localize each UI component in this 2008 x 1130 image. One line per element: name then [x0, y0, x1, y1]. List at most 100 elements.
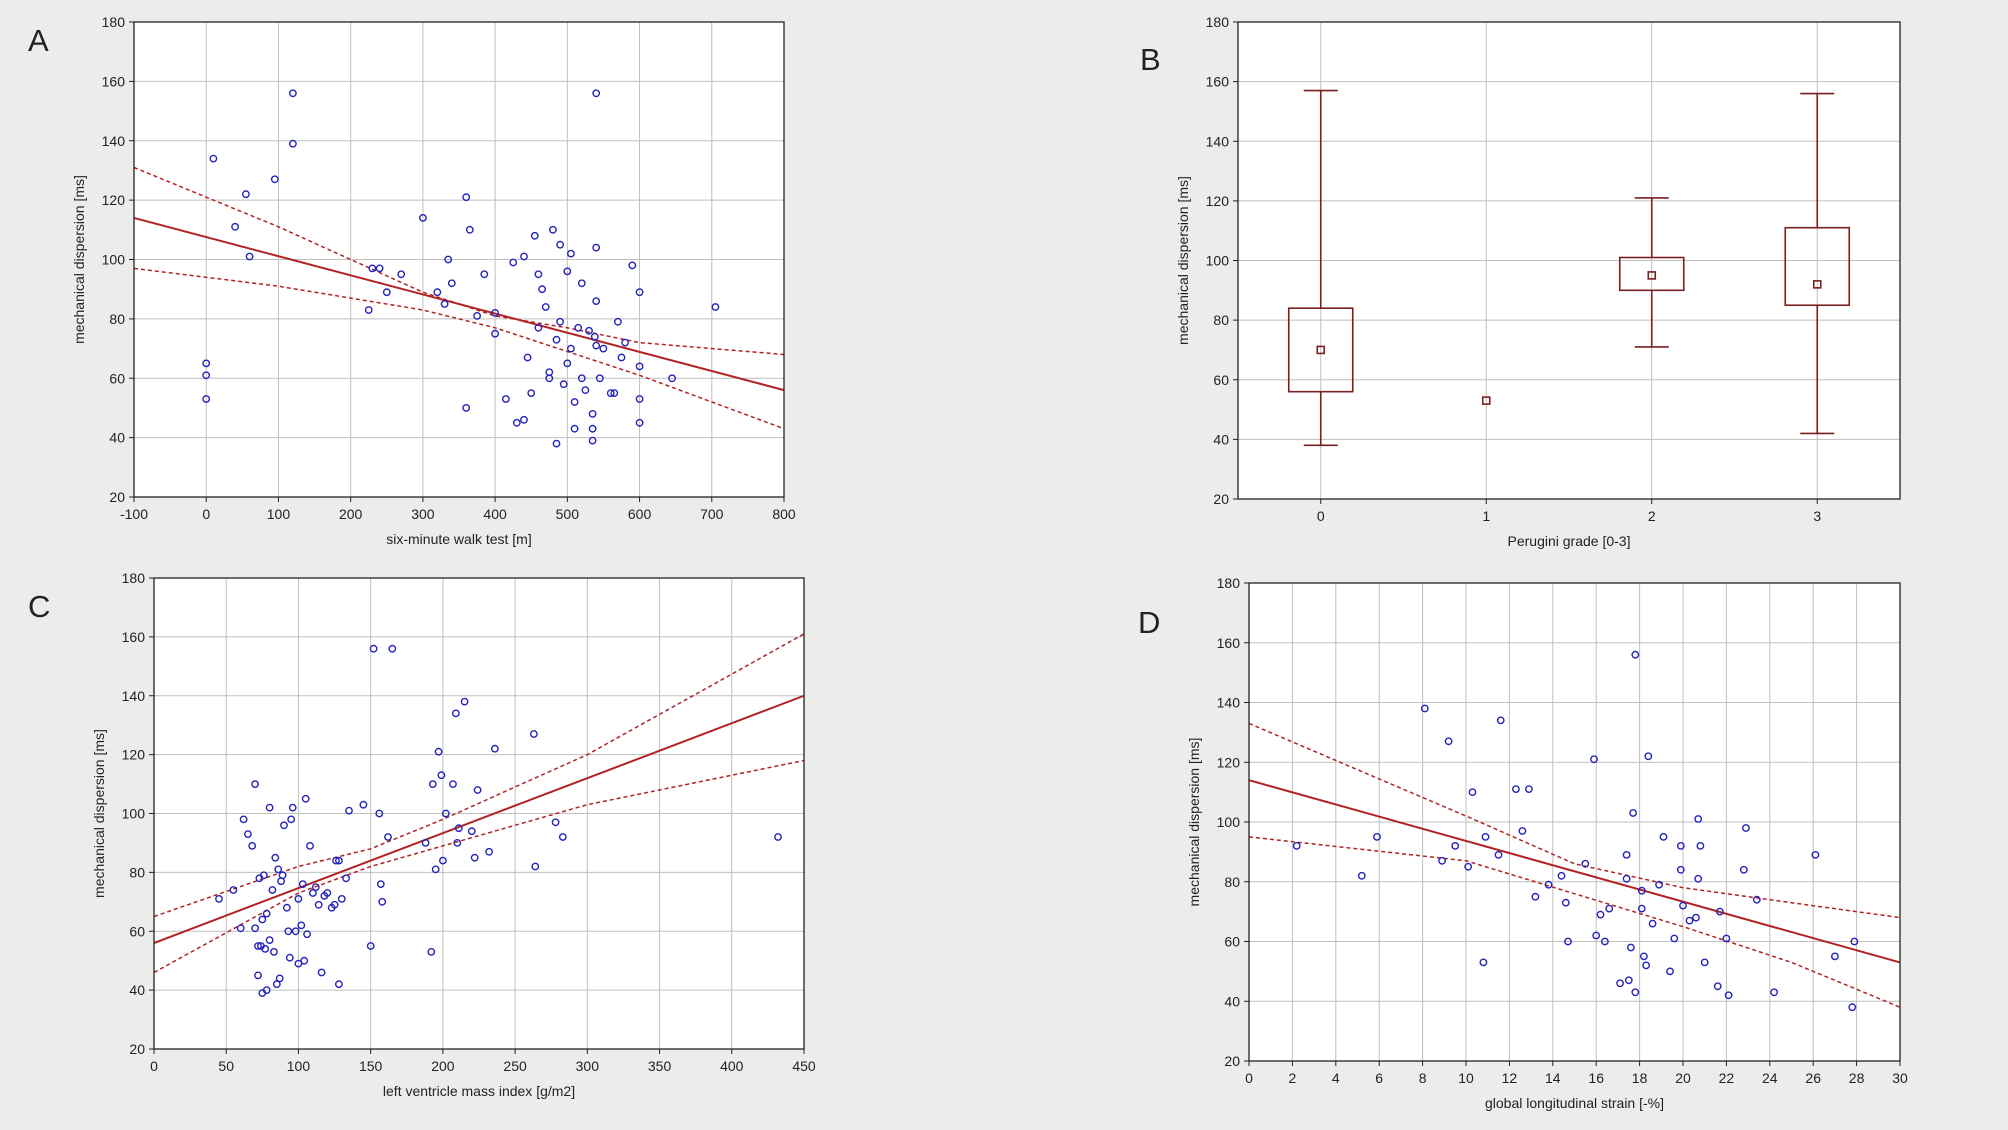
- data-point: [265, 803, 274, 812]
- panel-letter-d: D: [1138, 605, 1160, 640]
- y-tick-label: 20: [109, 489, 125, 505]
- data-point: [1692, 913, 1700, 922]
- data-point: [563, 267, 572, 276]
- data-point: [297, 921, 306, 930]
- data-point: [527, 389, 536, 397]
- data-point: [563, 359, 572, 368]
- y-tick-label: 20: [1213, 491, 1229, 507]
- data-point: [444, 255, 453, 264]
- x-tick-label: 30: [1892, 1070, 1908, 1086]
- data-point: [1518, 827, 1527, 835]
- data-point: [271, 853, 280, 862]
- x-tick-label: 0: [1317, 508, 1325, 524]
- data-point: [617, 353, 626, 362]
- data-point: [323, 889, 332, 897]
- data-point: [251, 780, 260, 788]
- y-tick-label: 100: [1206, 253, 1230, 269]
- y-tick-label: 100: [122, 806, 146, 822]
- data-point: [1292, 842, 1301, 850]
- x-tick-label: 800: [772, 506, 796, 522]
- chart-panel-b: 0 1 2 3 20 40 60 80 100 120 140 160 180 Perugini grad…: [1175, 14, 1901, 549]
- data-point: [1848, 1003, 1857, 1012]
- data-point: [375, 809, 384, 818]
- data-point: [270, 175, 279, 184]
- data-point: [711, 303, 720, 311]
- data-point: [274, 865, 283, 874]
- data-point: [229, 886, 238, 894]
- data-point: [590, 332, 599, 341]
- data-point: [599, 344, 608, 353]
- data-point: [447, 279, 456, 288]
- data-point: [549, 225, 557, 234]
- x-tick-label: 2: [1289, 1070, 1297, 1086]
- data-point: [520, 252, 528, 261]
- data-point: [1676, 842, 1685, 850]
- data-point: [1770, 988, 1779, 997]
- data-point: [1557, 871, 1566, 880]
- y-tick-label: 80: [1224, 874, 1240, 890]
- data-point: [306, 842, 314, 850]
- data-point: [1444, 737, 1453, 746]
- data-point: [1512, 785, 1520, 793]
- data-point: [534, 270, 543, 279]
- box-iqr: [1784, 226, 1851, 307]
- data-point: [397, 270, 406, 279]
- x-tick-label: 50: [218, 1058, 234, 1074]
- data-point: [1561, 898, 1570, 907]
- data-point: [241, 190, 250, 199]
- y-tick-label: 140: [1217, 695, 1241, 711]
- x-tick-label: 0: [150, 1058, 158, 1074]
- data-point: [388, 644, 397, 653]
- box-group-0: [1287, 89, 1354, 447]
- x-tick-label: 300: [411, 506, 435, 522]
- data-point: [285, 953, 294, 962]
- y-tick-label: 180: [1206, 14, 1230, 30]
- data-point: [1811, 851, 1820, 859]
- data-point: [558, 833, 567, 841]
- y-tick-label: 120: [102, 192, 126, 208]
- x-tick-label: 16: [1588, 1070, 1604, 1086]
- data-point: [334, 856, 343, 865]
- data-point: [1605, 904, 1614, 913]
- data-point: [462, 403, 471, 412]
- y-tick-label: 160: [122, 629, 146, 645]
- data-point: [581, 386, 590, 394]
- y-tick-label: 40: [1224, 993, 1240, 1009]
- x-tick-label: 3: [1813, 508, 1821, 524]
- x-tick-label: 28: [1849, 1070, 1865, 1086]
- data-point: [559, 380, 568, 389]
- y-tick-label: 120: [122, 747, 146, 763]
- data-point: [1357, 871, 1366, 880]
- data-point: [577, 374, 586, 383]
- plot-frame: [133, 21, 785, 498]
- data-point: [251, 924, 260, 933]
- data-point: [311, 883, 320, 891]
- x-axis-label: left ventricle mass index [g/m2]: [383, 1083, 575, 1099]
- y-tick-label: 80: [129, 864, 145, 880]
- data-point: [265, 936, 274, 944]
- data-point: [530, 231, 539, 240]
- x-axis-label: Perugini grade [0-3]: [1508, 533, 1631, 549]
- data-point: [376, 880, 385, 888]
- data-point: [1622, 851, 1631, 859]
- data-point: [451, 709, 460, 718]
- data-point: [288, 139, 297, 148]
- data-point: [551, 818, 560, 827]
- data-point: [440, 300, 449, 308]
- confidence-band: [133, 166, 785, 430]
- data-point: [248, 842, 257, 850]
- data-point: [570, 424, 579, 433]
- data-point: [592, 243, 601, 252]
- data-point: [1700, 958, 1709, 967]
- data-point: [308, 889, 317, 897]
- data-point: [254, 971, 262, 980]
- data-point: [258, 915, 267, 924]
- x-tick-label: 200: [339, 506, 363, 522]
- x-tick-label: 20: [1675, 1070, 1691, 1086]
- y-tick-label: 60: [109, 370, 125, 386]
- data-point: [545, 368, 554, 377]
- x-tick-label: 8: [1419, 1070, 1427, 1086]
- chart-panel-d: 0 2 4 6 8 10 12 14 16 18 20 22 24 26 28 302040608010012…: [1186, 575, 1908, 1111]
- data-point: [254, 942, 262, 950]
